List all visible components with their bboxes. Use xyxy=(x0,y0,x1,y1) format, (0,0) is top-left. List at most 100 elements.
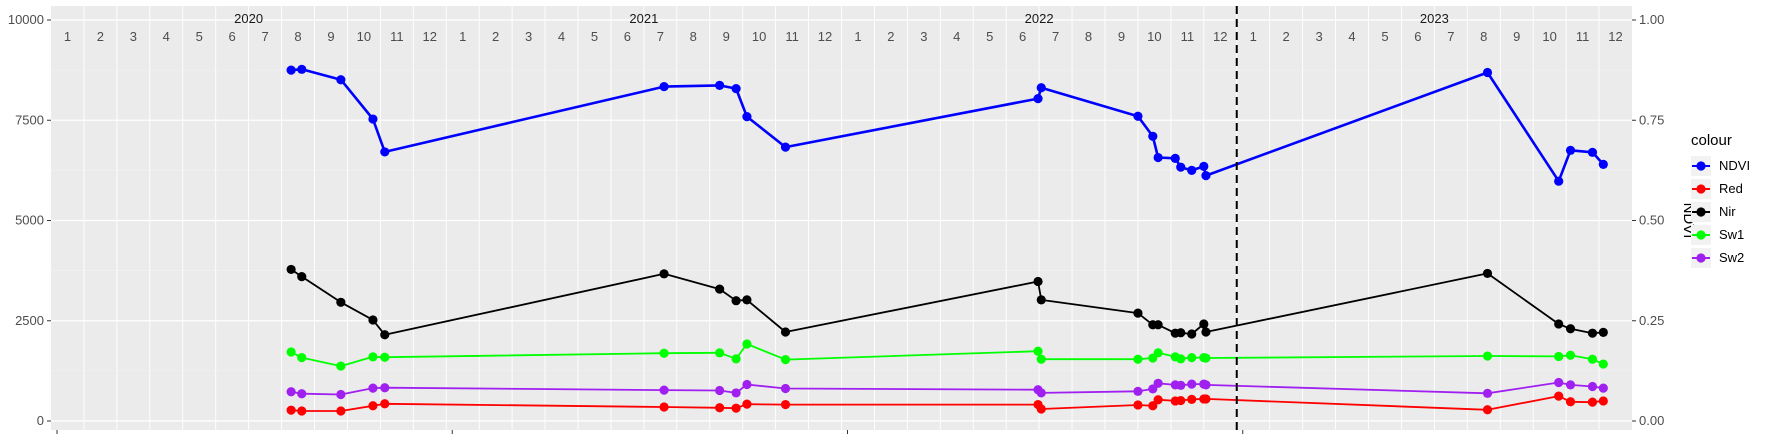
data-point-nir xyxy=(368,315,378,325)
data-point-red xyxy=(715,403,725,413)
data-point-sw2 xyxy=(715,385,725,396)
data-point-ndvi xyxy=(1033,93,1043,104)
data-point-ndvi xyxy=(780,142,791,152)
month-label: 12 xyxy=(423,29,437,44)
y2-tick-label: 0.75 xyxy=(1639,112,1664,127)
data-point-nir xyxy=(1036,295,1046,305)
y-tick-label: 10000 xyxy=(8,12,44,27)
data-point-ndvi xyxy=(1133,111,1143,121)
data-point-sw2 xyxy=(1201,380,1211,390)
data-point-sw1 xyxy=(780,355,791,365)
data-point-nir xyxy=(742,295,752,305)
month-label: 8 xyxy=(1085,29,1092,44)
data-point-ndvi xyxy=(1598,159,1608,169)
y-tick-label: 7500 xyxy=(15,112,44,127)
data-point-sw1 xyxy=(715,348,725,358)
data-point-nir xyxy=(1199,319,1209,329)
data-point-sw1 xyxy=(1036,354,1046,364)
data-point-ndvi xyxy=(715,80,725,90)
data-point-sw1 xyxy=(1176,354,1186,364)
data-point-ndvi xyxy=(1201,170,1211,181)
legend-key-point xyxy=(1696,184,1706,194)
data-point-ndvi xyxy=(731,83,741,94)
month-label: 6 xyxy=(1414,29,1421,44)
data-point-ndvi xyxy=(1170,153,1180,163)
data-point-sw2 xyxy=(742,379,752,390)
data-point-red xyxy=(1176,395,1186,406)
month-label: 4 xyxy=(163,29,170,44)
data-point-sw2 xyxy=(1587,381,1598,392)
data-point-red xyxy=(1036,404,1046,414)
legend-label-sw2: Sw2 xyxy=(1719,250,1744,265)
data-point-nir xyxy=(1201,327,1211,337)
data-point-sw1 xyxy=(659,348,669,358)
month-label: 1 xyxy=(1250,29,1257,44)
data-point-sw2 xyxy=(286,387,296,397)
month-label: 7 xyxy=(1447,29,1454,44)
data-point-red xyxy=(1201,394,1211,404)
data-point-ndvi xyxy=(1199,161,1209,171)
month-label: 7 xyxy=(261,29,268,44)
data-point-nir xyxy=(1587,328,1598,338)
data-point-nir xyxy=(380,330,390,340)
month-label: 10 xyxy=(752,29,766,44)
data-point-ndvi xyxy=(659,81,669,92)
month-label: 3 xyxy=(130,29,137,44)
data-point-sw2 xyxy=(380,383,390,393)
month-label: 2 xyxy=(1283,29,1290,44)
month-label: 5 xyxy=(986,29,993,44)
data-point-sw2 xyxy=(297,389,307,399)
data-point-nir xyxy=(1482,268,1493,279)
month-label: 9 xyxy=(1513,29,1520,44)
data-point-nir xyxy=(297,272,307,282)
month-label: 4 xyxy=(1348,29,1355,44)
month-label: 12 xyxy=(1608,29,1622,44)
data-point-red xyxy=(297,406,307,416)
month-label: 7 xyxy=(1052,29,1059,44)
data-point-sw1 xyxy=(297,353,307,363)
month-label: 4 xyxy=(558,29,565,44)
legend-label-ndvi: NDVI xyxy=(1719,158,1750,173)
data-point-red xyxy=(1598,396,1608,406)
month-label: 6 xyxy=(624,29,631,44)
data-point-red xyxy=(1482,405,1493,415)
legend-key-point xyxy=(1696,161,1706,171)
data-point-sw2 xyxy=(1565,380,1576,390)
data-point-nir xyxy=(659,269,669,279)
month-label: 1 xyxy=(854,29,861,44)
data-point-sw1 xyxy=(1482,351,1493,361)
month-label: 1 xyxy=(459,29,466,44)
data-point-ndvi xyxy=(297,64,307,74)
data-point-sw2 xyxy=(731,388,741,398)
data-point-sw2 xyxy=(1554,377,1564,388)
data-point-nir xyxy=(731,296,741,306)
month-label: 1 xyxy=(64,29,71,44)
data-point-ndvi xyxy=(1176,162,1186,172)
data-point-sw1 xyxy=(1598,359,1608,369)
month-label: 12 xyxy=(1213,29,1227,44)
data-point-red xyxy=(1148,401,1158,411)
data-point-ndvi xyxy=(1565,145,1576,155)
y2-tick-label: 0.50 xyxy=(1639,213,1664,228)
data-point-sw2 xyxy=(1187,379,1197,389)
data-point-ndvi xyxy=(1153,152,1163,163)
month-label: 4 xyxy=(953,29,960,44)
data-point-sw1 xyxy=(1153,348,1163,358)
data-point-sw1 xyxy=(1187,353,1197,363)
data-point-sw1 xyxy=(742,339,752,349)
month-label: 5 xyxy=(196,29,203,44)
data-point-sw1 xyxy=(1033,346,1043,356)
month-label: 9 xyxy=(723,29,730,44)
data-point-sw1 xyxy=(731,354,741,364)
data-point-red xyxy=(780,399,791,410)
data-point-sw2 xyxy=(1133,386,1143,396)
data-point-ndvi xyxy=(1587,147,1598,157)
data-point-nir xyxy=(1033,276,1043,287)
data-point-sw2 xyxy=(368,383,378,393)
y2-tick-label: 1.00 xyxy=(1639,12,1664,27)
data-point-nir xyxy=(336,297,346,307)
y2-tick-label: 0.25 xyxy=(1639,313,1664,328)
month-label: 2 xyxy=(97,29,104,44)
data-point-sw2 xyxy=(780,383,791,394)
data-point-nir xyxy=(1133,308,1143,318)
